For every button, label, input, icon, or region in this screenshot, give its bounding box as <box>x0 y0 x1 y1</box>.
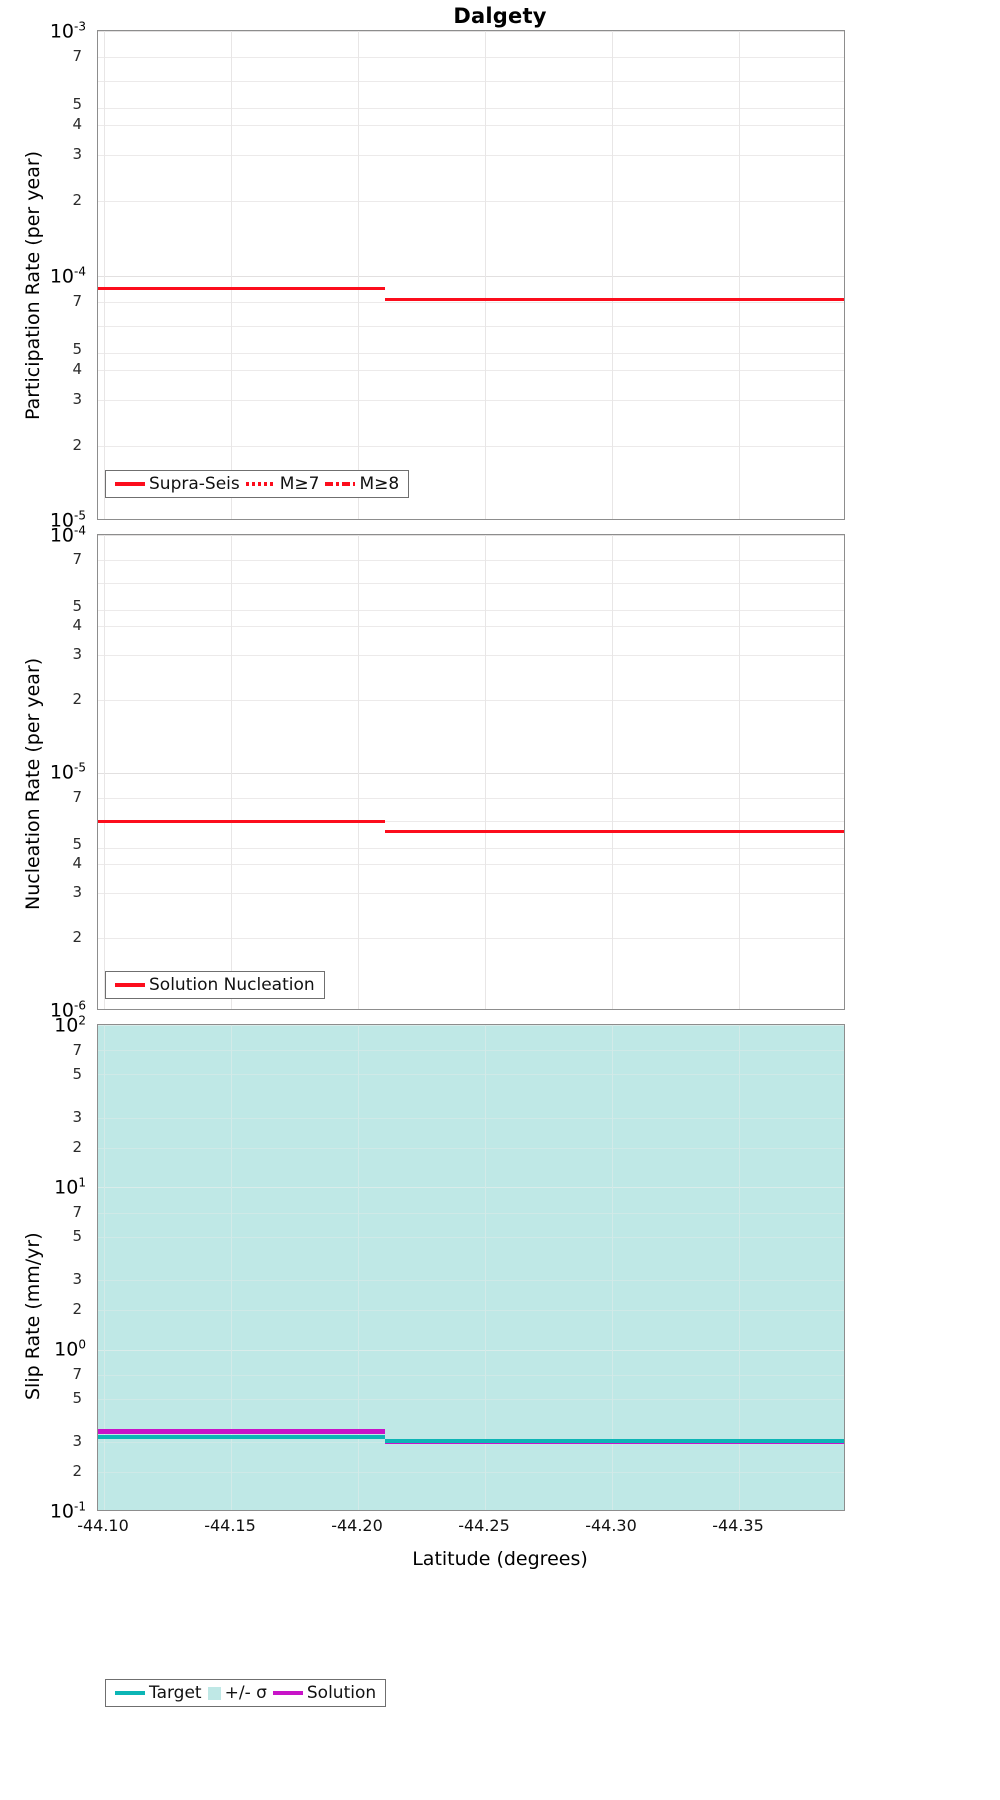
line-swatch-magenta-icon <box>272 1691 303 1695</box>
panel1-legend[interactable]: Supra-Seis M≥7 M≥8 <box>105 470 410 498</box>
line-swatch-teal-icon <box>115 1691 145 1695</box>
line-swatch-solid-icon <box>115 983 145 987</box>
x-tick-label: -44.30 <box>585 1516 637 1535</box>
page-title: Dalgety <box>453 4 547 28</box>
legend-item-solution-nucleation[interactable]: Solution Nucleation <box>112 975 318 995</box>
panel-nucleation-rate <box>97 534 845 1010</box>
legend-label: +/- σ <box>224 1683 267 1703</box>
panel1-gridlines <box>98 31 844 519</box>
legend-label: M≥8 <box>359 474 400 494</box>
legend-item-m-ge-7[interactable]: M≥7 <box>243 474 323 494</box>
line-swatch-solid-icon <box>115 482 145 486</box>
panel3-legend[interactable]: Target +/- σ Solution <box>105 1679 387 1707</box>
legend-label: M≥7 <box>279 474 320 494</box>
series-solution-nucleation-right <box>385 830 844 833</box>
series-solution-left <box>98 1429 385 1434</box>
series-target-left <box>98 1435 385 1439</box>
series-solution-nucleation-left <box>98 820 385 823</box>
x-tick-label: -44.25 <box>458 1516 510 1535</box>
line-swatch-dashdot-icon <box>325 482 356 486</box>
legend-item-target[interactable]: Target <box>112 1683 205 1703</box>
legend-label: Solution Nucleation <box>149 975 315 995</box>
panel3-gridlines <box>98 1025 844 1510</box>
panel-participation-rate <box>97 30 845 520</box>
x-tick-label: -44.20 <box>331 1516 383 1535</box>
legend-item-m-ge-8[interactable]: M≥8 <box>322 474 402 494</box>
legend-label: Supra-Seis <box>149 474 240 494</box>
legend-label: Solution <box>306 1683 377 1703</box>
series-target-right <box>385 1439 844 1443</box>
panel2-y-axis-title: Nucleation Rate (per year) <box>22 657 44 910</box>
x-tick-label: -44.15 <box>204 1516 256 1535</box>
line-swatch-dotted-icon <box>245 482 276 486</box>
series-supra-seis-right <box>385 298 844 301</box>
panel3-y-axis-title: Slip Rate (mm/yr) <box>22 1232 44 1400</box>
band-swatch-icon <box>207 1686 221 1700</box>
panel-slip-rate <box>97 1024 845 1511</box>
panel2-gridlines <box>98 535 844 1009</box>
panel2-legend[interactable]: Solution Nucleation <box>105 971 325 999</box>
x-tick-label: -44.10 <box>77 1516 129 1535</box>
series-supra-seis-left <box>98 287 385 290</box>
panel1-y-axis-title: Participation Rate (per year) <box>22 150 44 420</box>
x-axis-title: Latitude (degrees) <box>412 1548 588 1570</box>
legend-item-solution[interactable]: Solution <box>270 1683 379 1703</box>
legend-label: Target <box>149 1683 202 1703</box>
legend-item-sigma[interactable]: +/- σ <box>205 1683 270 1703</box>
legend-item-supra-seis[interactable]: Supra-Seis <box>112 474 243 494</box>
x-tick-label: -44.35 <box>712 1516 764 1535</box>
